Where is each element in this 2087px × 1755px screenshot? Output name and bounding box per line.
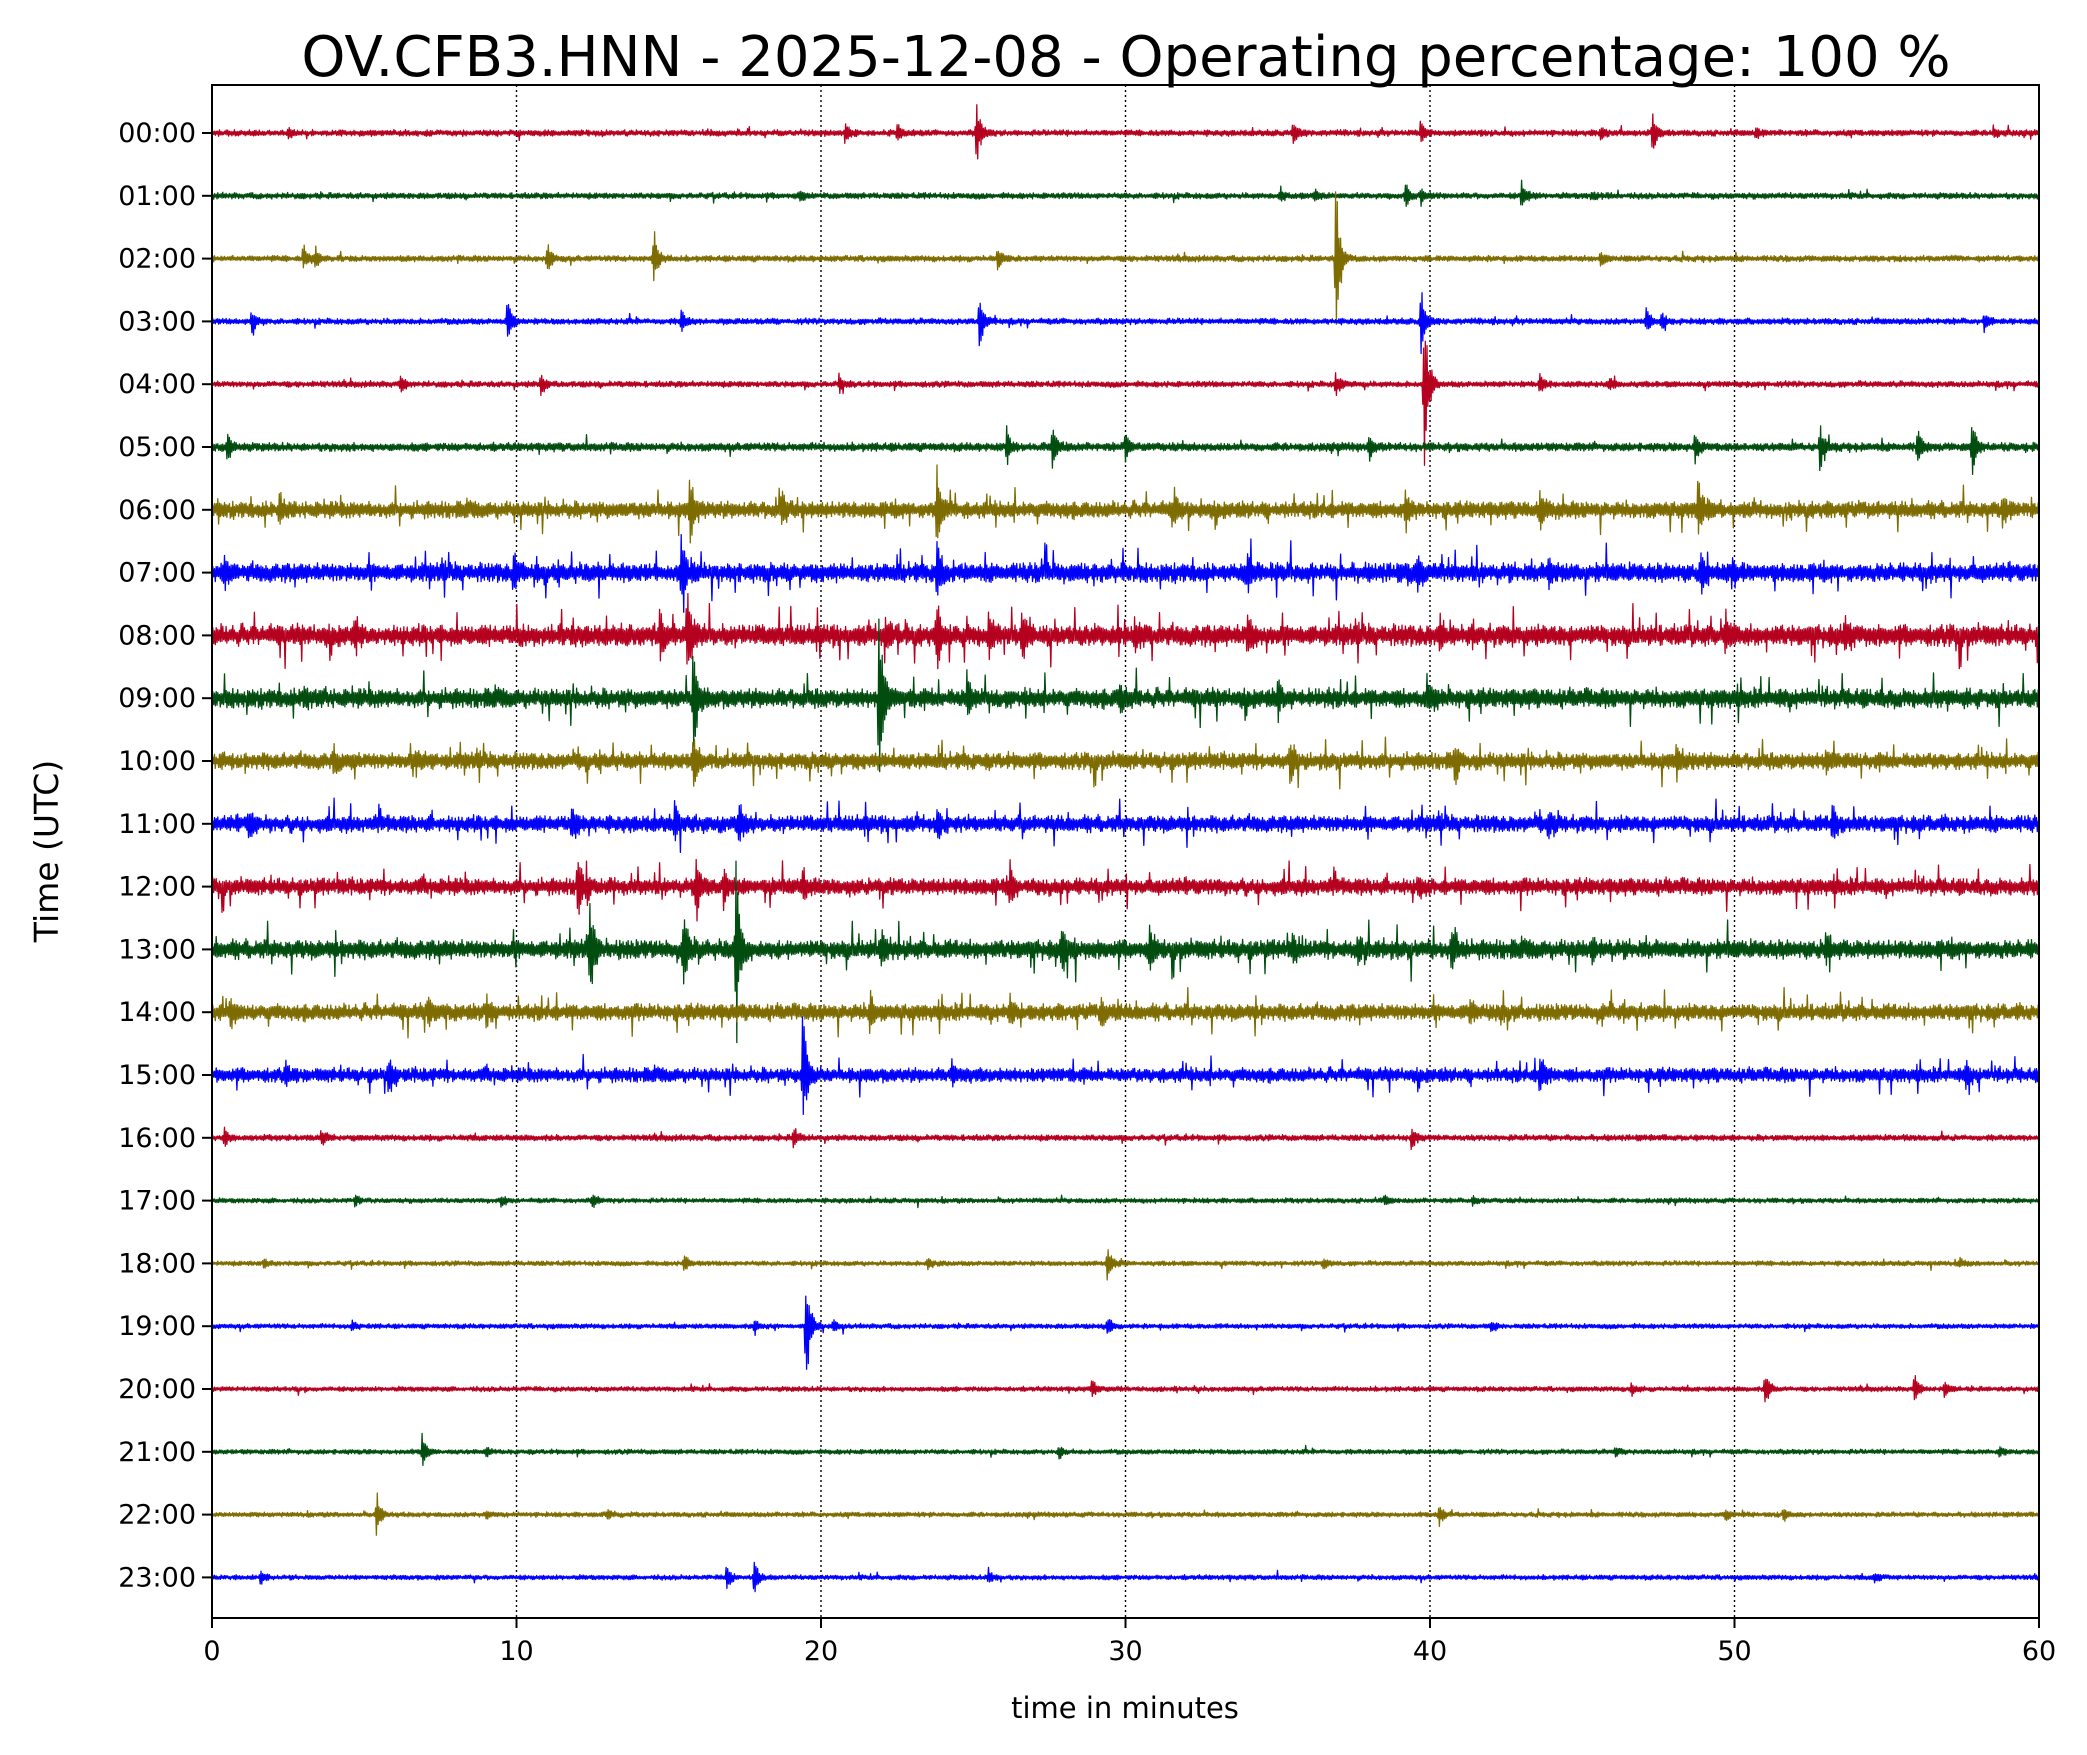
x-tick-label: 30 <box>1108 1636 1142 1667</box>
y-tick-label: 13:00 <box>118 934 196 965</box>
trace-line <box>211 104 2040 160</box>
trace-line <box>211 618 2040 773</box>
x-tick-label: 50 <box>1717 1636 1751 1667</box>
x-gridlines <box>515 85 1736 1618</box>
trace-line <box>211 1126 2040 1151</box>
y-tick-label: 17:00 <box>118 1186 196 1217</box>
y-tick-label: 00:00 <box>118 118 196 149</box>
trace-line <box>211 179 2040 208</box>
y-tick-label: 03:00 <box>118 306 196 337</box>
y-tick-label: 02:00 <box>118 244 196 275</box>
y-tick-label: 06:00 <box>118 495 196 526</box>
x-tick-label: 60 <box>2022 1636 2056 1667</box>
y-tick-label: 20:00 <box>118 1374 196 1405</box>
trace-line <box>211 797 2040 854</box>
trace-line <box>211 986 2040 1039</box>
trace-line <box>211 1561 2040 1593</box>
trace-line <box>211 1432 2040 1467</box>
y-tick-label: 23:00 <box>118 1562 196 1593</box>
y-tick-label: 22:00 <box>118 1500 196 1531</box>
y-tick-label: 07:00 <box>118 558 196 589</box>
trace-line <box>211 292 2040 355</box>
x-tick-label: 10 <box>499 1636 533 1667</box>
trace-line <box>211 1194 2040 1209</box>
trace-line <box>211 534 2040 613</box>
trace-line <box>211 425 2040 476</box>
y-tick-label: 16:00 <box>118 1123 196 1154</box>
trace-line <box>211 858 2040 922</box>
trace-line <box>211 736 2040 790</box>
x-axis-label: time in minutes <box>1011 1691 1239 1725</box>
y-tick-label: 10:00 <box>118 746 196 777</box>
y-tick-label: 12:00 <box>118 872 196 903</box>
trace-line <box>211 191 2040 325</box>
y-tick-label: 21:00 <box>118 1437 196 1468</box>
trace-line <box>211 1375 2040 1403</box>
y-axis-label: Time (UTC) <box>27 760 66 943</box>
y-tick-label: 18:00 <box>118 1248 196 1279</box>
y-tick-label: 11:00 <box>118 809 196 840</box>
chart-title: OV.CFB3.HNN - 2025-12-08 - Operating per… <box>301 25 1950 90</box>
x-tick-label: 0 <box>203 1636 220 1667</box>
seismic-traces <box>211 104 2040 1593</box>
x-tick-label: 40 <box>1413 1636 1447 1667</box>
y-axis: 00:00 01:00 02:00 03:00 04:00 05:00 06:00 07:00… <box>118 118 212 1593</box>
trace-line <box>211 464 2040 544</box>
trace-line <box>211 592 2040 670</box>
trace-line <box>211 1249 2040 1281</box>
trace-line <box>211 860 2040 1044</box>
y-tick-label: 05:00 <box>118 432 196 463</box>
trace-line <box>211 1295 2040 1370</box>
trace-line <box>211 340 2040 466</box>
y-tick-label: 08:00 <box>118 620 196 651</box>
trace-line <box>211 1492 2040 1536</box>
y-tick-label: 01:00 <box>118 181 196 212</box>
y-tick-label: 14:00 <box>118 997 196 1028</box>
y-tick-label: 04:00 <box>118 369 196 400</box>
y-tick-label: 15:00 <box>118 1060 196 1091</box>
x-tick-label: 20 <box>804 1636 838 1667</box>
y-tick-label: 19:00 <box>118 1311 196 1342</box>
y-tick-label: 09:00 <box>118 683 196 714</box>
trace-line <box>211 1016 2040 1116</box>
x-axis: 0 10 20 30 40 50 60 <box>203 1618 2056 1667</box>
